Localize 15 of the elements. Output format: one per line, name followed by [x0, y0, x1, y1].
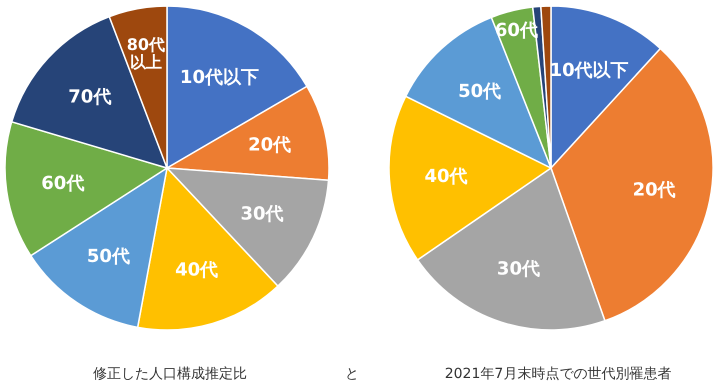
text: と	[345, 366, 359, 382]
slice-label: 80代以上	[126, 35, 165, 72]
slice-label: 20代	[248, 134, 292, 156]
slice-label: 60代	[41, 173, 84, 194]
text: 修正した人口構成推定比	[93, 366, 247, 382]
slice-label: 30代	[240, 204, 284, 225]
slice-label: 30代	[496, 258, 540, 280]
text: 2021年7月末時点での世代別罹患者	[444, 366, 672, 382]
slice-label: 20代	[632, 179, 676, 200]
slice-label: 70代	[68, 86, 112, 108]
slice-label: 50代	[458, 80, 502, 102]
slice-label: 10代以下	[180, 66, 259, 88]
slice-label: 40代	[424, 166, 468, 187]
slice-label: 50代	[86, 246, 130, 267]
slice-label: 40代	[175, 259, 218, 280]
